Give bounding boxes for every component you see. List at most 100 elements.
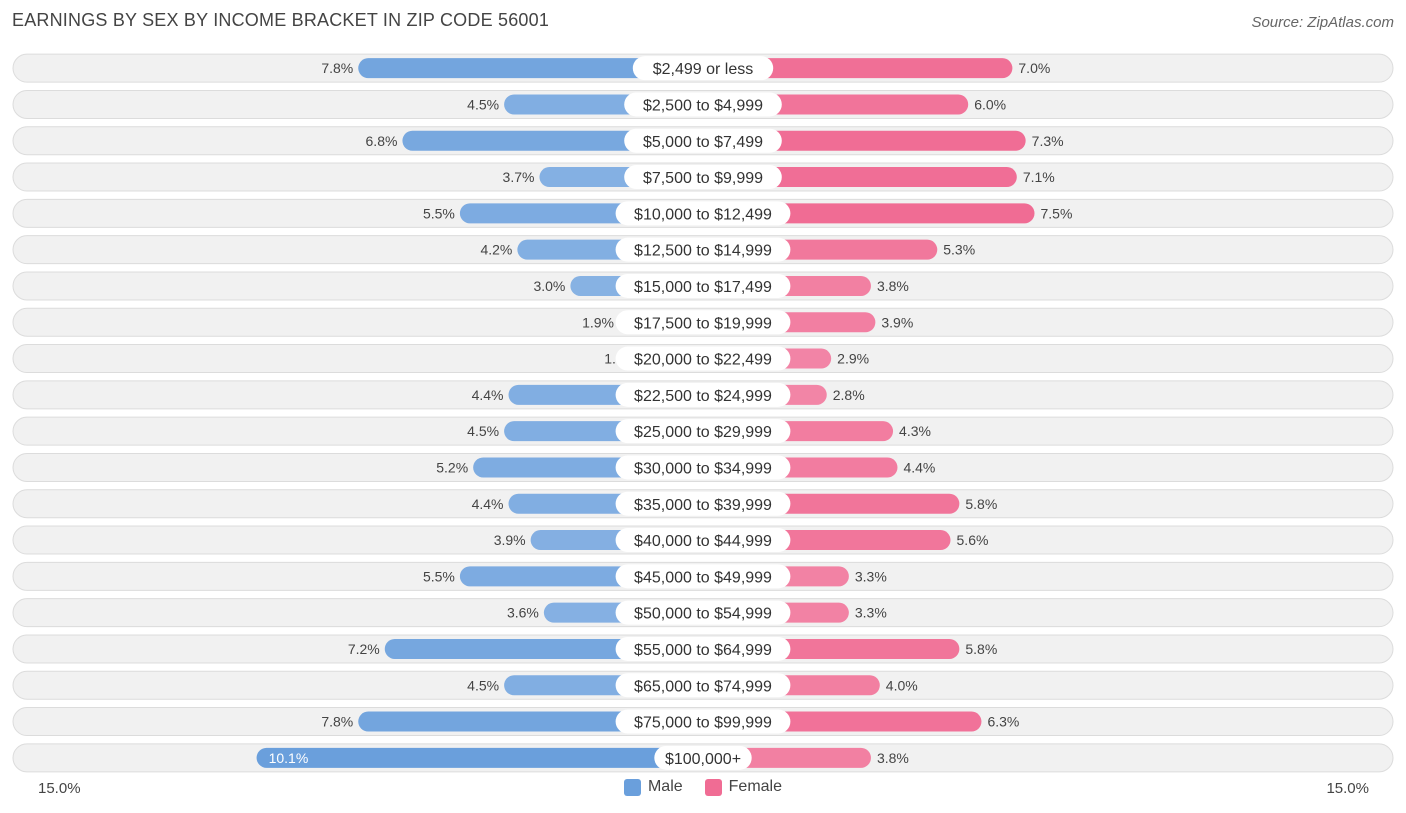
value-label-male: 10.1% xyxy=(269,750,309,766)
bar-row: 3.9% 5.6% $40,000 to $44,999 xyxy=(12,525,1394,555)
axis-label-left: 15.0% xyxy=(38,780,81,797)
bar-male xyxy=(256,747,703,768)
category-label: $45,000 to $49,999 xyxy=(634,569,772,586)
value-label-female: 7.0% xyxy=(1018,60,1050,76)
category-label: $20,000 to $22,499 xyxy=(634,352,772,369)
category-pill xyxy=(632,56,774,81)
bar-row: 5.5% 7.5% $10,000 to $12,499 xyxy=(12,198,1394,228)
value-label-male: 4.2% xyxy=(480,242,512,258)
category-pill xyxy=(615,709,791,734)
bar-row: 4.2% 5.3% $12,500 to $14,999 xyxy=(12,235,1394,265)
category-pill xyxy=(615,455,791,480)
value-label-female: 5.3% xyxy=(943,242,975,258)
category-pill xyxy=(615,600,791,625)
legend: Male Female xyxy=(0,778,1406,796)
value-label-male: 1.9% xyxy=(582,314,614,330)
category-label: $7,500 to $9,999 xyxy=(643,170,763,187)
category-pill xyxy=(615,491,791,516)
value-label-female: 7.3% xyxy=(1032,133,1064,149)
bar-row: 7.8% 7.0% $2,499 or less xyxy=(12,53,1394,83)
bar-row: 7.8% 6.3% $75,000 to $99,999 xyxy=(12,707,1394,737)
category-pill xyxy=(615,310,791,335)
category-label: $30,000 to $34,999 xyxy=(634,460,772,477)
value-label-male: 4.5% xyxy=(467,423,499,439)
value-label-female: 7.5% xyxy=(1041,205,1073,221)
bar-row: 4.4% 2.8% $22,500 to $24,999 xyxy=(12,380,1394,410)
category-pill xyxy=(615,419,791,444)
value-label-female: 3.8% xyxy=(877,278,909,294)
category-label: $17,500 to $19,999 xyxy=(634,315,772,332)
bar-row: 4.5% 4.3% $25,000 to $29,999 xyxy=(12,416,1394,446)
legend-label-female: Female xyxy=(728,778,783,795)
value-label-male: 4.5% xyxy=(467,677,499,693)
value-label-female: 5.8% xyxy=(965,641,997,657)
category-label: $22,500 to $24,999 xyxy=(634,388,772,405)
value-label-male: 6.8% xyxy=(366,133,398,149)
value-label-male: 3.7% xyxy=(503,169,535,185)
category-label: $10,000 to $12,499 xyxy=(634,206,772,223)
category-pill xyxy=(615,673,791,698)
legend-label-male: Male xyxy=(647,778,683,795)
value-label-male: 7.8% xyxy=(321,714,353,730)
legend-swatch-male xyxy=(623,778,641,796)
value-label-female: 3.8% xyxy=(877,750,909,766)
value-label-female: 6.0% xyxy=(974,96,1006,112)
category-pill xyxy=(624,165,782,190)
category-label: $15,000 to $17,499 xyxy=(634,279,772,296)
bar-female xyxy=(703,58,1013,79)
category-label: $40,000 to $44,999 xyxy=(634,533,772,550)
category-pill xyxy=(615,636,791,661)
value-label-male: 5.5% xyxy=(423,205,455,221)
bar-row: 7.2% 5.8% $55,000 to $64,999 xyxy=(12,634,1394,664)
category-pill xyxy=(615,237,791,262)
value-label-female: 3.3% xyxy=(855,605,887,621)
bar-row: 4.5% 4.0% $65,000 to $74,999 xyxy=(12,670,1394,700)
value-label-female: 2.8% xyxy=(833,387,865,403)
bar-row: 5.5% 3.3% $45,000 to $49,999 xyxy=(12,561,1394,591)
axis-label-right: 15.0% xyxy=(1326,780,1369,797)
category-label: $5,000 to $7,499 xyxy=(643,134,763,151)
category-label: $100,000+ xyxy=(665,751,741,768)
category-label: $12,500 to $14,999 xyxy=(634,243,772,260)
legend-item-male[interactable]: Male xyxy=(623,778,683,796)
category-label: $2,499 or less xyxy=(653,61,754,78)
legend-swatch-female xyxy=(704,778,722,796)
bar-row: 4.5% 6.0% $2,500 to $4,999 xyxy=(12,89,1394,119)
bar-female xyxy=(703,130,1026,151)
category-label: $50,000 to $54,999 xyxy=(634,606,772,623)
category-pill xyxy=(615,201,791,226)
source-label: Source: ZipAtlas.com xyxy=(1251,14,1394,31)
category-label: $25,000 to $29,999 xyxy=(634,424,772,441)
bar-female xyxy=(703,167,1017,188)
value-label-female: 4.3% xyxy=(899,423,931,439)
legend-item-female[interactable]: Female xyxy=(704,778,783,796)
bar-row: 6.8% 7.3% $5,000 to $7,499 xyxy=(12,126,1394,156)
chart-title: EARNINGS BY SEX BY INCOME BRACKET IN ZIP… xyxy=(12,10,550,30)
category-pill xyxy=(624,92,782,117)
bar-row: 3.7% 7.1% $7,500 to $9,999 xyxy=(12,162,1394,192)
value-label-female: 6.3% xyxy=(987,714,1019,730)
value-label-male: 3.0% xyxy=(533,278,565,294)
value-label-male: 4.5% xyxy=(467,96,499,112)
value-label-male: 7.2% xyxy=(348,641,380,657)
category-label: $2,500 to $4,999 xyxy=(643,97,763,114)
value-label-female: 7.1% xyxy=(1023,169,1055,185)
value-label-female: 3.3% xyxy=(855,568,887,584)
value-label-male: 5.5% xyxy=(423,568,455,584)
bar-male xyxy=(358,58,703,79)
value-label-female: 4.0% xyxy=(886,677,918,693)
category-pill xyxy=(624,128,782,153)
value-label-male: 5.2% xyxy=(436,459,468,475)
value-label-male: 4.4% xyxy=(472,496,504,512)
bar-row: 1.9% 3.9% $17,500 to $19,999 xyxy=(12,307,1394,337)
category-pill xyxy=(615,346,791,371)
category-pill xyxy=(615,528,791,553)
category-pill xyxy=(654,745,752,770)
chart-canvas: 7.8% 7.0% $2,499 or less 4.5% 6.0% $2,500 to … xyxy=(12,53,1394,773)
value-label-male: 3.6% xyxy=(507,605,539,621)
category-pill xyxy=(615,382,791,407)
bar-row: 3.6% 3.3% $50,000 to $54,999 xyxy=(12,598,1394,628)
value-label-male: 7.8% xyxy=(321,60,353,76)
category-label: $65,000 to $74,999 xyxy=(634,678,772,695)
category-pill xyxy=(615,273,791,298)
